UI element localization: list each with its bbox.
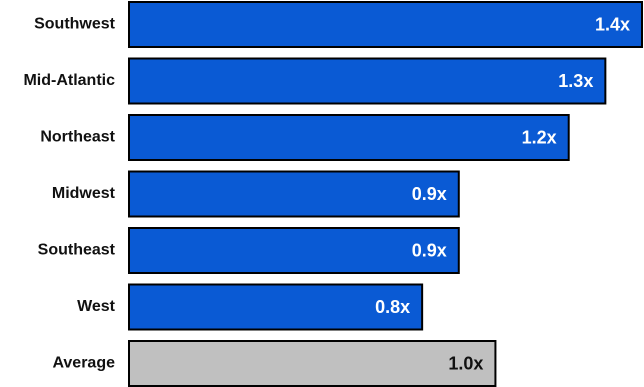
category-label-southwest: Southwest <box>34 16 116 33</box>
category-label-mid-atlantic: Mid-Atlantic <box>23 72 115 89</box>
category-label-southeast: Southeast <box>38 242 116 259</box>
bar-midwest <box>128 170 460 218</box>
bar-average <box>128 340 497 387</box>
bar-southwest <box>128 1 643 48</box>
category-label-west: West <box>77 298 116 315</box>
bar-southeast <box>128 227 460 274</box>
category-labels: Southwest Mid-Atlantic Northeast Midwest Sou… <box>23 16 115 372</box>
value-label-mid-atlantic: 1.3x <box>558 71 593 91</box>
value-label-southwest: 1.4x <box>595 14 630 34</box>
value-label-southeast: 0.9x <box>412 240 447 260</box>
value-label-average: 1.0x <box>448 353 483 373</box>
bars <box>128 1 643 387</box>
bar-mid-atlantic <box>128 57 607 105</box>
value-label-northeast: 1.2x <box>522 127 557 147</box>
category-label-northeast: Northeast <box>40 129 115 146</box>
value-label-west: 0.8x <box>375 297 410 317</box>
bar-northeast <box>128 114 570 161</box>
value-label-midwest: 0.9x <box>412 184 447 204</box>
category-label-midwest: Midwest <box>52 185 116 202</box>
category-label-average: Average <box>52 355 115 372</box>
bar-west <box>128 283 424 331</box>
value-labels: 1.4x 1.3x 1.2x 0.9x 0.9x 0.8x 1.0x <box>375 14 630 373</box>
